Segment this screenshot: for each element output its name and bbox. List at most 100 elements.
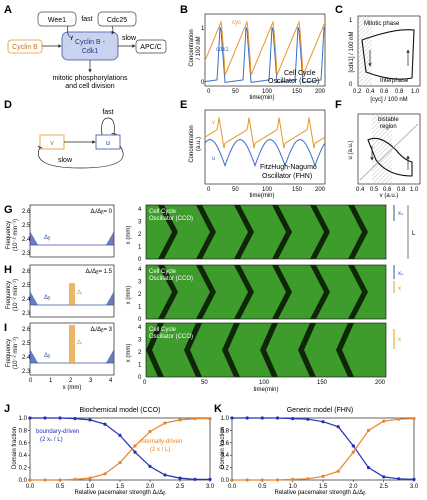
e-v-curve xyxy=(204,117,326,149)
wee1-inhibit-arrow xyxy=(67,25,74,41)
frac-ytick-K-2: 0.4 xyxy=(221,453,230,459)
kymo-ytick-1-1: 1 xyxy=(138,305,142,311)
side-xs-label-1: xₛ xyxy=(398,271,403,277)
freq-ytick-2-0: 2.3 xyxy=(22,369,31,375)
kymo-wave-1-4 xyxy=(310,265,330,319)
cdc25-box xyxy=(97,11,137,27)
data-point-K-1-1 xyxy=(245,478,249,482)
data-point-J-0-6 xyxy=(118,433,122,437)
panel-letter-j: J xyxy=(4,403,10,415)
panel-letter-e: E xyxy=(180,99,187,111)
e-series-u: u xyxy=(212,156,215,162)
f-limit-cycle xyxy=(367,137,413,177)
e-ylabel-1: Concentration xyxy=(189,125,195,162)
b-model-1: Cell Cycle xyxy=(284,70,316,77)
frac-ytick-J-3: 0.6 xyxy=(19,441,28,447)
frac-ytick-K-1: 0.2 xyxy=(221,466,230,472)
kymo-ytick-0-0: 0 xyxy=(138,257,142,263)
kymo-ylabel-1: x (mm) xyxy=(126,286,132,305)
panel-letter-k: K xyxy=(214,403,222,415)
data-point-J-0-0 xyxy=(28,416,32,420)
b-axes xyxy=(204,13,326,87)
frac-ytick-J-2: 0.4 xyxy=(19,453,28,459)
freq-bound-left-1 xyxy=(30,291,38,305)
kymo-label-1-0: Cell Cycle xyxy=(149,209,177,215)
data-point-J-0-9 xyxy=(163,473,167,477)
data-point-J-1-9 xyxy=(163,421,167,425)
kymo-ytick-1-3: 3 xyxy=(138,280,142,286)
d-u-label: u xyxy=(106,140,110,147)
f-xtick-0: 0.4 xyxy=(356,187,365,193)
kymo-ytick-0-2: 2 xyxy=(138,232,142,238)
frac-xtick-K-3: 1.5 xyxy=(319,484,328,490)
panel-letter-c: C xyxy=(335,4,343,16)
b-ylabel-1: Concentration xyxy=(189,29,195,66)
data-point-J-1-1 xyxy=(43,478,47,482)
e-curves xyxy=(204,117,326,167)
e-xlabel: time(min) xyxy=(250,193,275,199)
j-orange-label-2: (2 x / L) xyxy=(150,447,170,453)
data-point-K-1-2 xyxy=(260,478,264,482)
k-xlabel: Relative pacemaker strength Δᵢ/Δᵦ xyxy=(275,490,367,496)
c-limit-cycle xyxy=(361,29,415,80)
data-point-J-1-11 xyxy=(193,417,197,421)
kymo-wave-1-1 xyxy=(196,265,216,319)
kymo-wave-1-5 xyxy=(348,265,368,319)
frac-xtick-J-3: 1.5 xyxy=(116,484,125,490)
frac-xtick-J-5: 2.5 xyxy=(176,484,185,490)
b-xtick-4: 200 xyxy=(315,89,326,95)
freq-internal-pulse-2 xyxy=(69,325,75,363)
data-point-J-1-5 xyxy=(103,472,107,476)
freq-ytick-1-1: 2.4 xyxy=(22,297,31,303)
frac-ytick-J-1: 0.2 xyxy=(19,466,28,472)
freq-delta-b-2: Δᵦ xyxy=(44,353,51,359)
kymo-ytick-2-1: 1 xyxy=(138,363,142,369)
kymo-wave-0-4 xyxy=(310,205,330,259)
c-hatch xyxy=(358,16,372,86)
freq-ylabel-1-2: Frequency xyxy=(6,339,12,367)
kymo-label-2-2: Oscillator (CCO) xyxy=(149,334,193,340)
e-xtick-1: 50 xyxy=(232,187,239,193)
frac-ytick-K-4: 0.8 xyxy=(221,428,230,434)
frac-axes-K xyxy=(231,417,415,481)
freq-bound-left-0 xyxy=(30,231,38,245)
frac-xtick-J-2: 1.0 xyxy=(86,484,95,490)
kymo-ytick-0-3: 3 xyxy=(138,220,142,226)
b-xlabel: time(min) xyxy=(250,95,275,101)
data-point-J-0-5 xyxy=(103,422,107,426)
frac-ytick-K-3: 0.6 xyxy=(221,441,230,447)
kymo-wave-2-0 xyxy=(146,323,164,377)
freq-bound-right-0 xyxy=(106,231,114,245)
freq-ytick-0-0: 2.3 xyxy=(22,251,31,257)
e-model-1: FitzHugh-Nagumo xyxy=(260,164,317,171)
data-point-J-1-12 xyxy=(208,417,212,421)
kymo-frame-2 xyxy=(145,322,387,378)
data-point-J-1-0 xyxy=(28,478,32,482)
freq-ytick-2-1: 2.4 xyxy=(22,355,31,361)
frac-xtick-K-0: 0.0 xyxy=(228,484,237,490)
cdc25-label: Cdc25 xyxy=(107,17,127,24)
outcome-line-2: and cell division xyxy=(65,83,115,90)
freq-bound-left-2 xyxy=(30,349,38,363)
side-xs-label-0: xₛ xyxy=(398,211,403,217)
series-line-K-1 xyxy=(232,418,415,481)
kymo-bg-0 xyxy=(146,205,386,259)
e-series-v: v xyxy=(212,120,215,126)
data-point-K-1-5 xyxy=(306,477,310,481)
data-point-J-0-1 xyxy=(43,416,47,420)
data-point-K-1-11 xyxy=(397,417,401,421)
b-model-2: Oscillator (CCO) xyxy=(268,78,319,85)
j-blue-label-1: boundary-driven xyxy=(36,429,79,435)
e-xtick-0: 0 xyxy=(207,187,211,193)
freq-ylabel-2-2: (10⁻² min⁻¹) xyxy=(13,337,19,369)
f-region-1: bistable xyxy=(378,117,399,123)
kymo-ylabel-2: x (mm) xyxy=(126,344,132,363)
kymo-wave-1-2 xyxy=(234,265,254,319)
freq-xtick-2: 2 xyxy=(69,378,73,384)
series-line-J-1 xyxy=(30,418,210,481)
data-point-K-1-0 xyxy=(230,478,234,482)
kymo-label-2-0: Oscillator (CCO) xyxy=(149,216,193,222)
panel-letter-h: H xyxy=(4,264,12,276)
kymo-xtick-2: 100 xyxy=(259,380,270,386)
